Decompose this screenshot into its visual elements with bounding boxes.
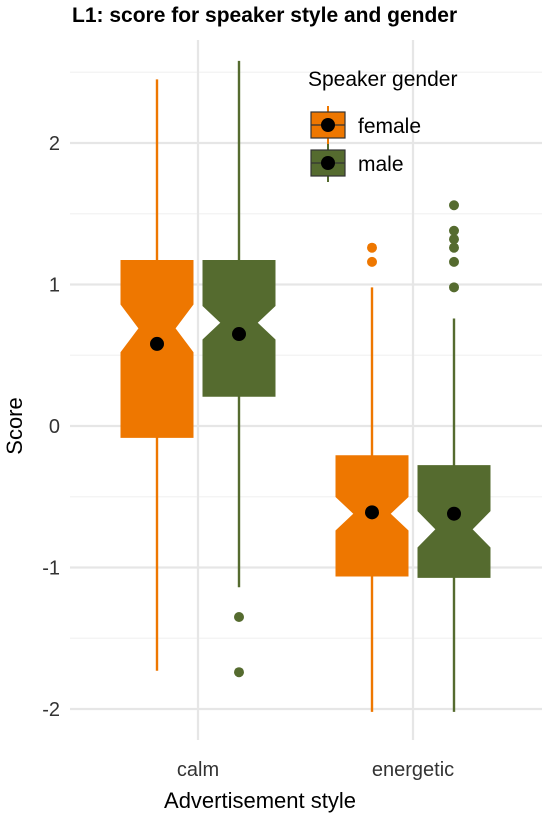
x-axis-ticks: calm energetic <box>177 759 454 781</box>
legend-key-mean <box>321 118 335 132</box>
legend-item-female: female <box>310 106 421 144</box>
y-axis-title: Score <box>2 397 27 454</box>
outlier-point <box>449 225 459 236</box>
y-axis-ticks: -2 -1 0 1 2 <box>42 133 60 721</box>
legend-key-mean <box>321 156 335 170</box>
outlier-point <box>234 667 244 678</box>
box-male-energetic <box>417 200 491 712</box>
box-male-calm <box>202 60 276 678</box>
outlier-point <box>449 242 459 253</box>
plot-area <box>120 60 491 712</box>
y-tick-label: 0 <box>49 416 60 438</box>
box-body <box>417 465 491 578</box>
outlier-point <box>234 612 244 623</box>
x-tick-label: calm <box>177 759 219 781</box>
legend-title: Speaker gender <box>308 68 457 91</box>
y-tick-label: 2 <box>49 133 60 155</box>
chart-title: L1: score for speaker style and gender <box>72 4 457 27</box>
legend-item-male: male <box>310 144 404 182</box>
mean-point <box>150 336 164 351</box>
outlier-point <box>449 256 459 267</box>
mean-point <box>232 327 246 342</box>
x-tick-label: energetic <box>372 759 454 781</box>
outlier-point <box>449 200 459 211</box>
grid <box>70 40 542 740</box>
mean-point <box>447 506 461 521</box>
y-tick-label: 1 <box>49 275 60 297</box>
legend-label: male <box>358 153 404 176</box>
outlier-point <box>449 234 459 245</box>
box-female-calm <box>120 79 194 671</box>
legend: Speaker gender female male <box>308 68 457 182</box>
y-tick-label: -1 <box>42 558 60 580</box>
box-female-energetic <box>335 242 409 712</box>
outlier-point <box>367 242 377 253</box>
mean-point <box>365 505 379 520</box>
x-axis-title: Advertisement style <box>164 788 356 813</box>
legend-label: female <box>358 115 421 138</box>
y-tick-label: -2 <box>42 699 60 721</box>
outlier-point <box>367 256 377 267</box>
outlier-point <box>449 282 459 293</box>
